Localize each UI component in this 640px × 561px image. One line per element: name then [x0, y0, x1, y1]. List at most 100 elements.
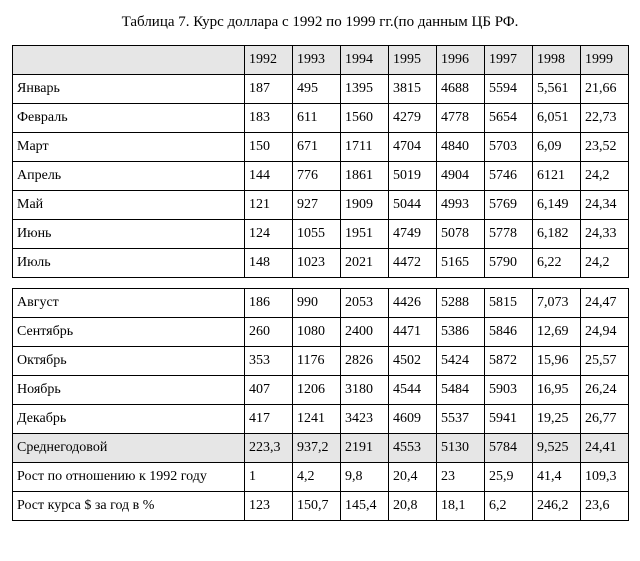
- cell: 3815: [389, 75, 437, 104]
- cell: 2400: [341, 318, 389, 347]
- row-label: Июнь: [13, 220, 245, 249]
- cell: 4993: [437, 191, 485, 220]
- cell: 6,09: [533, 133, 581, 162]
- cell: 6,22: [533, 249, 581, 278]
- cell: 16,95: [533, 376, 581, 405]
- cell: 41,4: [533, 463, 581, 492]
- cell: 24,41: [581, 434, 629, 463]
- cell: 5654: [485, 104, 533, 133]
- cell: 183: [245, 104, 293, 133]
- cell: 4502: [389, 347, 437, 376]
- cell: 260: [245, 318, 293, 347]
- cell: 5130: [437, 434, 485, 463]
- cell: 144: [245, 162, 293, 191]
- cell: 927: [293, 191, 341, 220]
- cell: 4544: [389, 376, 437, 405]
- cell: 145,4: [341, 492, 389, 521]
- table-row: Июнь124105519514749507857786,18224,33: [13, 220, 629, 249]
- table-title: Таблица 7. Курс доллара с 1992 по 1999 г…: [12, 14, 628, 31]
- cell: 5790: [485, 249, 533, 278]
- cell: 5872: [485, 347, 533, 376]
- cell: 1055: [293, 220, 341, 249]
- cell: 26,24: [581, 376, 629, 405]
- cell: 5594: [485, 75, 533, 104]
- header-row: 1992 1993 1994 1995 1996 1997 1998 1999: [13, 46, 629, 75]
- row-label: Рост курса $ за год в %: [13, 492, 245, 521]
- cell: 246,2: [533, 492, 581, 521]
- row-label: Январь: [13, 75, 245, 104]
- cell: 25,57: [581, 347, 629, 376]
- cell: 123: [245, 492, 293, 521]
- cell: 9,8: [341, 463, 389, 492]
- cell: 1861: [341, 162, 389, 191]
- cell: 19,25: [533, 405, 581, 434]
- row-label: Февраль: [13, 104, 245, 133]
- row-label: Март: [13, 133, 245, 162]
- cell: 5,561: [533, 75, 581, 104]
- cell: 5815: [485, 289, 533, 318]
- cell: 23,52: [581, 133, 629, 162]
- cell: 18,1: [437, 492, 485, 521]
- table-row: Рост по отношению к 1992 году14,29,820,4…: [13, 463, 629, 492]
- cell: 25,9: [485, 463, 533, 492]
- cell: 23,6: [581, 492, 629, 521]
- cell: 4704: [389, 133, 437, 162]
- cell: 1395: [341, 75, 389, 104]
- cell: 4688: [437, 75, 485, 104]
- cell: 4426: [389, 289, 437, 318]
- cell: 776: [293, 162, 341, 191]
- cell: 5769: [485, 191, 533, 220]
- cell: 1241: [293, 405, 341, 434]
- cell: 7,073: [533, 289, 581, 318]
- cell: 6,182: [533, 220, 581, 249]
- header-year: 1997: [485, 46, 533, 75]
- row-label: Ноябрь: [13, 376, 245, 405]
- cell: 1080: [293, 318, 341, 347]
- cell: 21,66: [581, 75, 629, 104]
- cell: 5044: [389, 191, 437, 220]
- header-year: 1993: [293, 46, 341, 75]
- row-label: Среднегодовой: [13, 434, 245, 463]
- cell: 990: [293, 289, 341, 318]
- cell: 5784: [485, 434, 533, 463]
- cell: 2826: [341, 347, 389, 376]
- cell: 24,2: [581, 249, 629, 278]
- cell: 5778: [485, 220, 533, 249]
- cell: 4,2: [293, 463, 341, 492]
- cell: 150: [245, 133, 293, 162]
- cell: 20,4: [389, 463, 437, 492]
- cell: 20,8: [389, 492, 437, 521]
- cell: 2053: [341, 289, 389, 318]
- cell: 4749: [389, 220, 437, 249]
- cell: 1909: [341, 191, 389, 220]
- cell: 4279: [389, 104, 437, 133]
- cell: 4472: [389, 249, 437, 278]
- cell: 23: [437, 463, 485, 492]
- cell: 124: [245, 220, 293, 249]
- cell: 223,3: [245, 434, 293, 463]
- cell: 187: [245, 75, 293, 104]
- cell: 1951: [341, 220, 389, 249]
- table-row: Март15067117114704484057036,0923,52: [13, 133, 629, 162]
- table-row: Август18699020534426528858157,07324,47: [13, 289, 629, 318]
- table-row: Рост курса $ за год в %123150,7145,420,8…: [13, 492, 629, 521]
- rates-table-2: Август18699020534426528858157,07324,47Се…: [12, 288, 629, 521]
- cell: 5386: [437, 318, 485, 347]
- cell: 353: [245, 347, 293, 376]
- cell: 3180: [341, 376, 389, 405]
- cell: 4840: [437, 133, 485, 162]
- cell: 15,96: [533, 347, 581, 376]
- cell: 4778: [437, 104, 485, 133]
- cell: 6,149: [533, 191, 581, 220]
- cell: 5941: [485, 405, 533, 434]
- cell: 4609: [389, 405, 437, 434]
- row-label: Рост по отношению к 1992 году: [13, 463, 245, 492]
- cell: 2021: [341, 249, 389, 278]
- cell: 6121: [533, 162, 581, 191]
- table-row: Среднегодовой223,3937,221914553513057849…: [13, 434, 629, 463]
- cell: 9,525: [533, 434, 581, 463]
- cell: 1023: [293, 249, 341, 278]
- row-label: Октябрь: [13, 347, 245, 376]
- row-label: Июль: [13, 249, 245, 278]
- header-year: 1998: [533, 46, 581, 75]
